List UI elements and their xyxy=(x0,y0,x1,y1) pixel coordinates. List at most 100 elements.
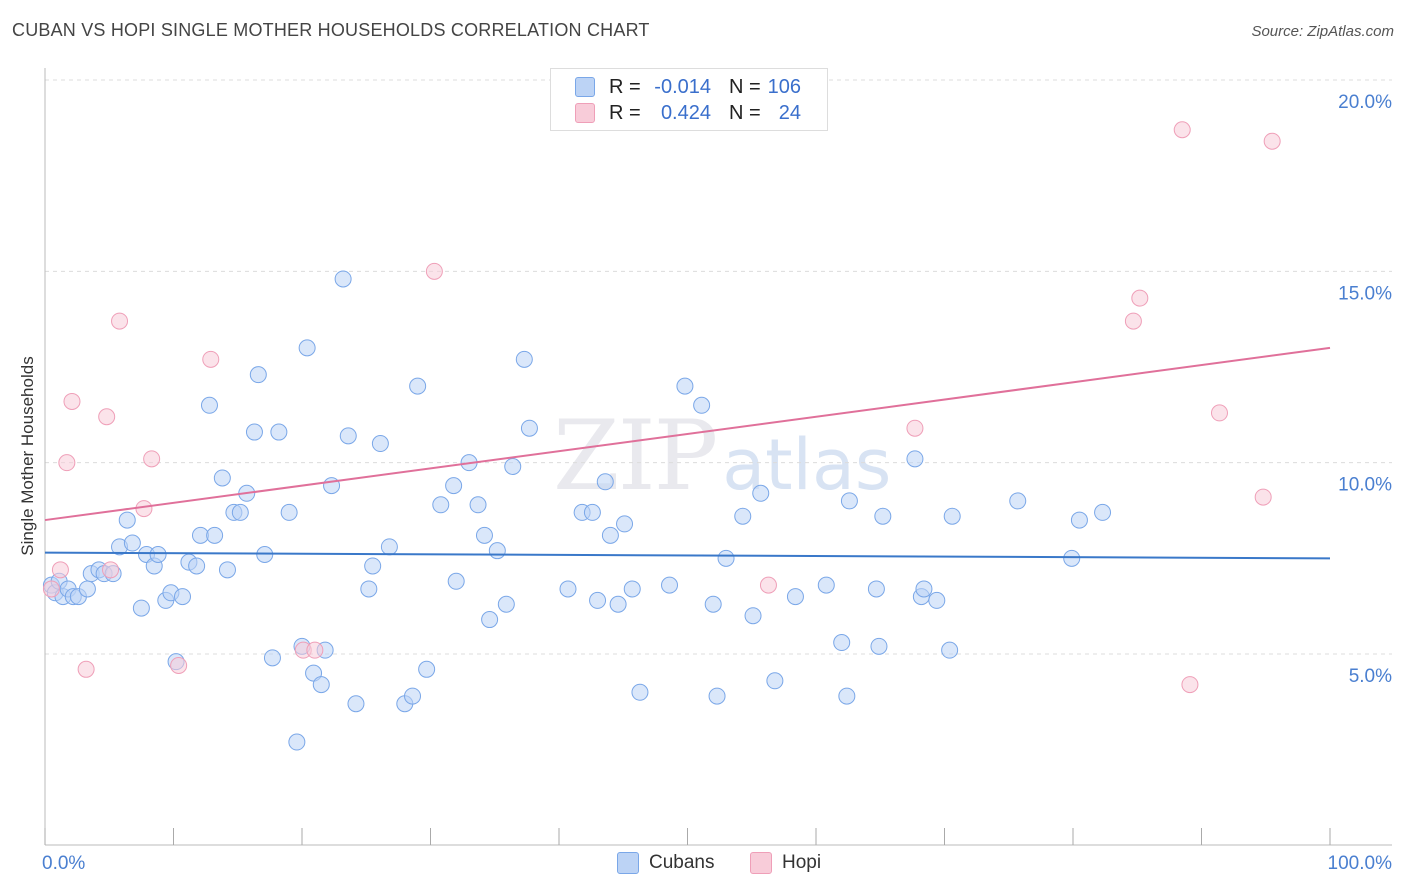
cubans-point-43 xyxy=(312,676,330,694)
bottom-legend: Cubans Hopi xyxy=(0,852,1406,878)
hopi-point-23 xyxy=(1263,132,1281,150)
cubans-point-80 xyxy=(676,377,694,395)
hopi-point-1 xyxy=(51,561,69,579)
hopi-point-9 xyxy=(143,450,161,468)
cubans-point-86 xyxy=(744,607,762,625)
cubans-point-90 xyxy=(817,576,835,594)
cubans-point-81 xyxy=(693,396,711,414)
chart-title: CUBAN VS HOPI SINGLE MOTHER HOUSEHOLDS C… xyxy=(12,20,650,40)
tick-labels: 5.0% 10.0% 15.0% 20.0% 0.0% 100.0% xyxy=(42,92,1392,874)
hopi-point-15 xyxy=(759,576,777,594)
cubans-point-95 xyxy=(870,637,888,655)
y-tick-label: 20.0% xyxy=(1338,92,1392,113)
cubans-point-96 xyxy=(874,507,892,525)
cubans-point-78 xyxy=(631,683,649,701)
bottom-legend-label: Cubans xyxy=(649,852,715,873)
cubans-point-102 xyxy=(943,507,961,525)
hopi-point-5 xyxy=(98,408,116,426)
cubans-point-97 xyxy=(906,450,924,468)
hopi-point-2 xyxy=(58,454,76,472)
hopi-point-11 xyxy=(202,350,220,368)
cubans-point-41 xyxy=(298,339,316,357)
cubans-point-33 xyxy=(245,423,263,441)
legend-n-value: 24 xyxy=(778,101,801,124)
hopi-point-17 xyxy=(1124,312,1142,330)
cubans-point-46 xyxy=(334,270,352,288)
axes xyxy=(44,68,1392,846)
cubans-point-64 xyxy=(488,542,506,560)
cubans-point-87 xyxy=(752,484,770,502)
cubans-point-36 xyxy=(263,649,281,667)
legend-swatch-hopi xyxy=(575,103,595,123)
legend-n-label: N = xyxy=(729,75,761,98)
watermark: ZIPatlas xyxy=(553,400,891,512)
cubans-point-61 xyxy=(469,496,487,514)
x-tick-label: 0.0% xyxy=(42,853,85,874)
cubans-point-89 xyxy=(786,588,804,606)
cubans-point-52 xyxy=(380,538,398,556)
cubans-point-38 xyxy=(280,503,298,521)
cubans-point-26 xyxy=(200,396,218,414)
cubans-point-47 xyxy=(339,427,357,445)
hopi-point-22 xyxy=(1254,488,1272,506)
cubans-point-27 xyxy=(206,526,224,544)
cubans-point-104 xyxy=(1063,549,1081,567)
cubans-point-31 xyxy=(231,503,249,521)
cubans-trend-line xyxy=(44,551,1331,560)
cubans-point-99 xyxy=(915,580,933,598)
watermark-atlas: atlas xyxy=(722,424,892,506)
cubans-point-18 xyxy=(149,546,167,564)
hopi-point-3 xyxy=(63,392,81,410)
cubans-point-85 xyxy=(734,507,752,525)
hopi-point-0 xyxy=(42,580,60,598)
legend-n-label: N = xyxy=(729,101,761,124)
hopi-point-14 xyxy=(425,262,443,280)
cubans-point-82 xyxy=(704,595,722,613)
trend-lines xyxy=(44,346,1331,560)
cubans-point-74 xyxy=(601,526,619,544)
cubans-point-54 xyxy=(404,687,422,705)
cubans-point-67 xyxy=(515,350,533,368)
hopi-point-6 xyxy=(102,561,120,579)
cubans-point-22 xyxy=(173,588,191,606)
cubans-point-59 xyxy=(447,572,465,590)
cubans-point-50 xyxy=(364,557,382,575)
cubans-point-76 xyxy=(616,515,634,533)
cubans-point-103 xyxy=(1009,492,1027,510)
legend-r-label: R = xyxy=(609,101,641,124)
bottom-swatch-cubans xyxy=(617,852,639,874)
cubans-point-14 xyxy=(123,534,141,552)
cubans-point-66 xyxy=(504,457,522,475)
cubans-point-15 xyxy=(132,599,150,617)
cubans-point-39 xyxy=(288,733,306,751)
cubans-point-56 xyxy=(418,660,436,678)
hopi-point-18 xyxy=(1131,289,1149,307)
cubans-point-106 xyxy=(1094,503,1112,521)
bottom-legend-cubans: Cubans xyxy=(617,852,715,874)
legend: R = -0.014 N = 106 R = 0.424 N = 24 xyxy=(550,68,828,131)
cubans-point-88 xyxy=(766,672,784,690)
cubans-point-71 xyxy=(583,503,601,521)
hopi-point-19 xyxy=(1173,121,1191,139)
y-tick-label: 5.0% xyxy=(1349,666,1392,687)
cubans-point-13 xyxy=(118,511,136,529)
cubans-point-92 xyxy=(838,687,856,705)
source-label: Source: ZipAtlas.com xyxy=(1251,23,1394,40)
hopi-point-4 xyxy=(77,660,95,678)
bottom-legend-label: Hopi xyxy=(782,852,822,873)
legend-r-value: -0.014 xyxy=(654,75,711,98)
cubans-point-101 xyxy=(941,641,959,659)
y-axis-label: Single Mother Households xyxy=(18,356,37,556)
cubans-point-37 xyxy=(270,423,288,441)
cubans-point-105 xyxy=(1070,511,1088,529)
legend-row-cubans: R = -0.014 N = 106 xyxy=(575,75,801,99)
bottom-swatch-hopi xyxy=(750,852,772,874)
cubans-points xyxy=(42,270,1112,751)
cubans-point-100 xyxy=(928,591,946,609)
y-tick-label: 15.0% xyxy=(1338,283,1392,304)
hopi-point-16 xyxy=(906,419,924,437)
cubans-point-62 xyxy=(475,526,493,544)
cubans-point-77 xyxy=(623,580,641,598)
cubans-point-93 xyxy=(840,492,858,510)
cubans-point-94 xyxy=(867,580,885,598)
